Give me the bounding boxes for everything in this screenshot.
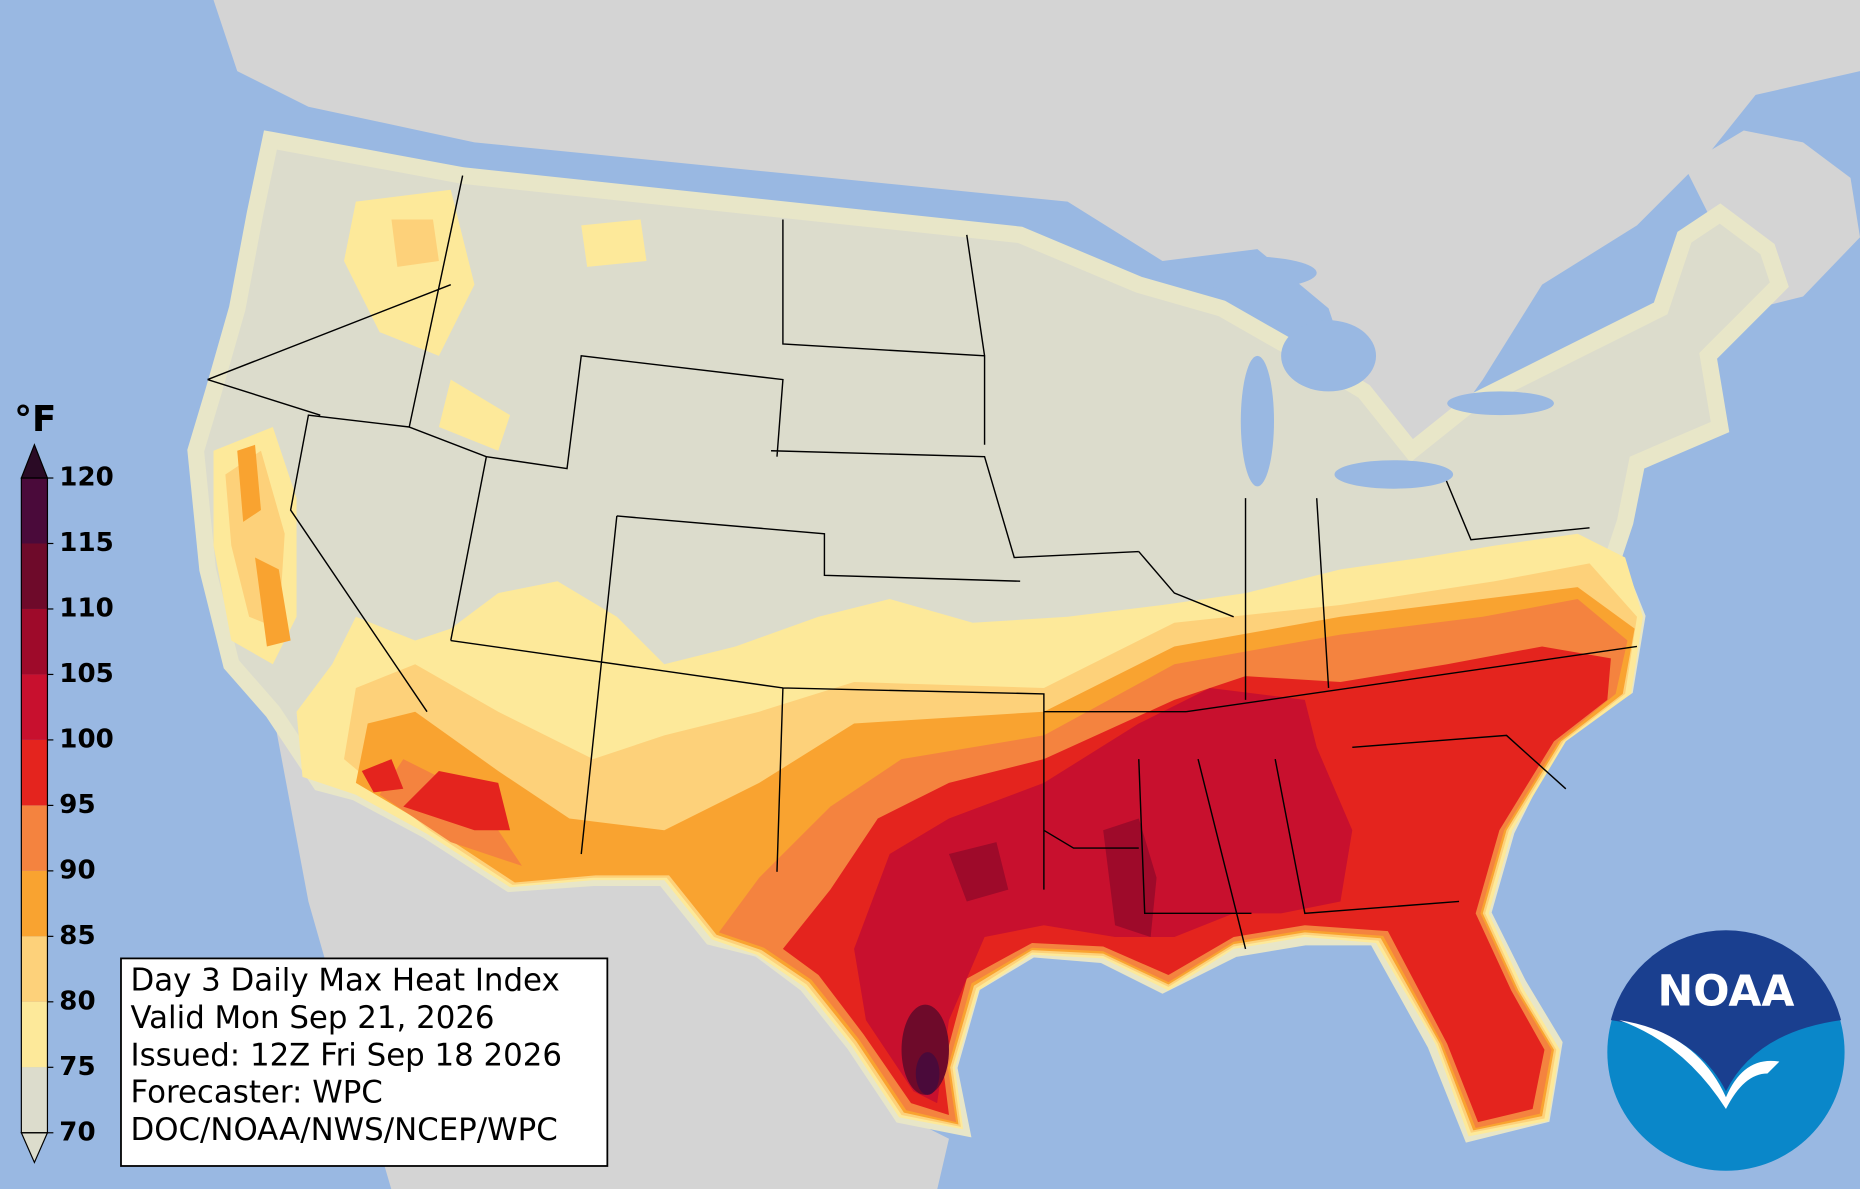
noaa-logo: NOAA — [1607, 930, 1845, 1171]
info-line: Valid Mon Sep 21, 2026 — [130, 1000, 494, 1036]
colorbar-tick-label: 120 — [59, 463, 113, 493]
colorbar-tick-label: 85 — [59, 921, 95, 951]
colorbar-band — [21, 1001, 48, 1068]
colorbar-band — [21, 870, 48, 937]
state-borders — [207, 175, 1638, 950]
colorbar-band — [21, 543, 48, 609]
colorbar-tick-label: 100 — [59, 724, 113, 754]
info-line: Issued: 12Z Fri Sep 18 2026 — [130, 1037, 562, 1073]
heat-region — [854, 687, 1353, 1104]
colorbar-band — [21, 805, 48, 871]
maritimes — [1684, 130, 1860, 309]
colorbar-band — [21, 936, 48, 1002]
colorbar-tick-label: 80 — [59, 986, 95, 1016]
heat-region — [948, 818, 1157, 938]
info-line: Forecaster: WPC — [130, 1075, 382, 1111]
heat-index-layer — [213, 189, 1643, 1137]
colorbar-tick-label: 90 — [59, 855, 95, 885]
colorbar-tick-label: 110 — [59, 593, 113, 623]
colorbar-band — [21, 478, 48, 544]
canada — [213, 0, 1860, 463]
colorbar-tick-label: 115 — [59, 528, 113, 558]
colorbar-band — [21, 739, 48, 806]
heat-region — [915, 1052, 940, 1095]
colorbar: 70 75 80 85 90 95 100 105 110 115 120 — [20, 443, 114, 1164]
colorbar-tick-label: 95 — [59, 790, 95, 820]
colorbar-tick-label: 75 — [59, 1052, 95, 1082]
info-line: Day 3 Daily Max Heat Index — [130, 963, 559, 999]
info-line: DOC/NOAA/NWS/NCEP/WPC — [130, 1112, 557, 1148]
legend-unit: °F — [14, 399, 56, 440]
logo-text: NOAA — [1657, 966, 1794, 1016]
colorbar-band — [21, 608, 48, 675]
info-box — [120, 957, 609, 1167]
colorbar-band — [21, 1067, 48, 1133]
colorbar-tick-label: 70 — [59, 1117, 95, 1147]
great-lakes — [1174, 256, 1554, 489]
colorbar-tick-label: 105 — [59, 659, 113, 689]
colorbar-band — [21, 674, 48, 740]
